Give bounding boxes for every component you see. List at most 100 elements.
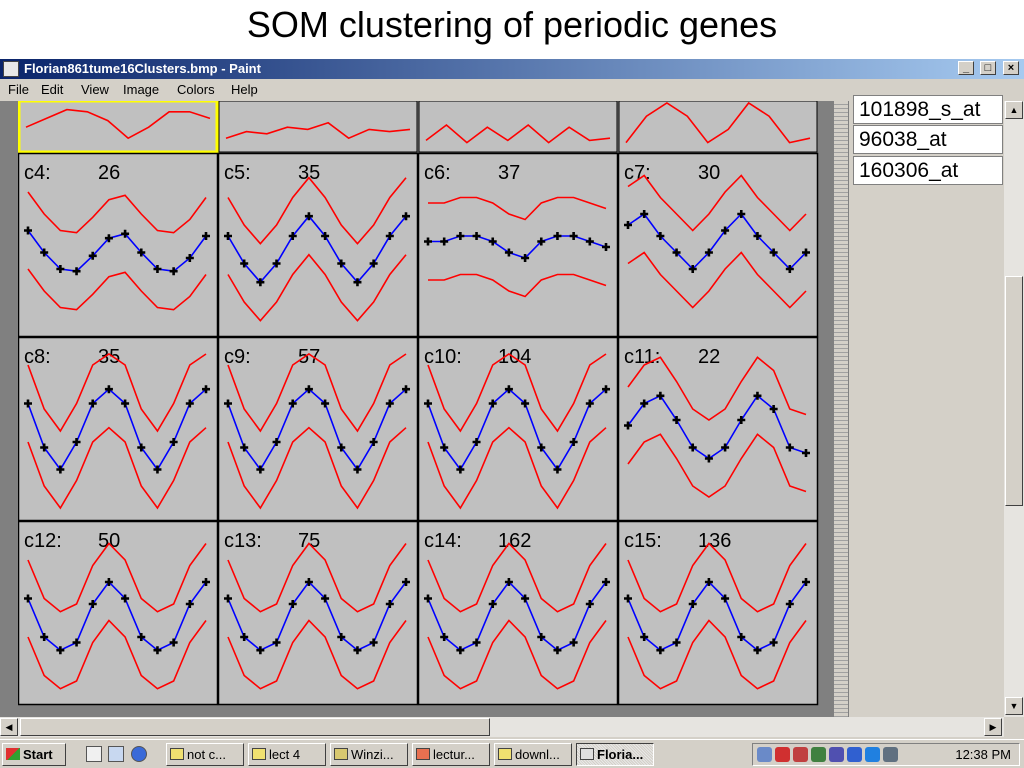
profile-marker [488, 237, 497, 246]
taskbar-task[interactable]: downl... [494, 743, 572, 766]
profile-marker [553, 465, 562, 474]
profile-marker [569, 638, 578, 647]
sync-icon[interactable] [847, 747, 862, 762]
maximize-button[interactable]: □ [980, 61, 996, 75]
menu-view[interactable]: View [81, 82, 109, 97]
start-button[interactable]: Start [2, 743, 66, 766]
profile-marker [224, 594, 232, 603]
connection-icon[interactable] [865, 747, 880, 762]
canvas-splitter[interactable] [834, 101, 848, 717]
menu-image[interactable]: Image [123, 82, 160, 97]
profile-marker [369, 438, 378, 446]
paint-app-icon[interactable] [3, 61, 19, 77]
show-desktop-icon[interactable] [86, 746, 102, 762]
scroll-left-arrow-icon[interactable]: ◀ [0, 718, 18, 736]
internet-explorer-icon[interactable] [131, 746, 147, 762]
cluster-cell-partial [218, 101, 418, 153]
task-label: Floria... [597, 747, 644, 762]
profile-marker [185, 399, 194, 408]
security-icon[interactable] [793, 747, 808, 762]
profile-marker [369, 259, 378, 268]
profile-line-upper [227, 542, 407, 613]
cell-frame [18, 152, 219, 338]
gene-list-panel: 101898_s_at 96038_at 160306_at [848, 95, 1004, 717]
paint-canvas-area[interactable]: c4: 26 c5: 35 c6: 37 c7: 30 c8: 35 c9: 57 c10: 104 c11… [0, 101, 834, 717]
profile-marker [121, 229, 130, 238]
scroll-right-arrow-icon[interactable]: ▶ [984, 718, 1002, 736]
profile-line-mean [427, 388, 607, 471]
profile-marker [569, 232, 578, 240]
profile-marker [704, 578, 713, 586]
close-button[interactable]: × [1003, 61, 1019, 75]
task-label: not c... [187, 747, 227, 762]
profile-marker [472, 232, 481, 240]
scroll-up-arrow-icon[interactable]: ▲ [1005, 101, 1023, 119]
horizontal-scroll-thumb[interactable] [20, 718, 490, 736]
taskbar-task[interactable]: lectur... [412, 743, 490, 766]
profile-line-lower [27, 426, 207, 510]
profile-line-upper [427, 353, 607, 433]
profile-marker [353, 278, 362, 287]
profile-marker [688, 443, 697, 452]
profile-marker [753, 646, 762, 655]
profile-marker [256, 465, 265, 474]
gene-list-item[interactable]: 101898_s_at [853, 95, 1003, 124]
profile-marker [785, 600, 794, 608]
profile-line-mean [227, 214, 407, 284]
profile-marker [440, 633, 449, 641]
profile-marker [569, 438, 578, 446]
cell-frame [417, 152, 619, 338]
profile-marker [737, 416, 746, 424]
taskbar: Start not c... lect 4 Winzi... lectur...… [0, 739, 1024, 768]
profile-marker [121, 399, 130, 408]
taskbar-task[interactable]: lect 4 [248, 743, 326, 766]
profile-marker [802, 449, 810, 457]
profile-line-upper [27, 353, 207, 433]
profile-marker [737, 633, 746, 641]
profile-marker [553, 646, 562, 655]
gene-list-item[interactable]: 96038_at [853, 125, 1003, 154]
horizontal-scrollbar[interactable]: ◀ ▶ [0, 717, 1004, 737]
profile-marker [185, 254, 194, 262]
antivirus-icon[interactable] [775, 747, 790, 762]
profile-line-upper [427, 542, 607, 613]
network-icon[interactable] [757, 747, 772, 762]
taskbar-task-active[interactable]: Floria... [576, 743, 654, 766]
menu-edit[interactable]: Edit [41, 82, 64, 97]
profile-marker [385, 600, 394, 608]
window-titlebar[interactable]: Florian861tume16Clusters.bmp - Paint _ □… [0, 59, 1024, 79]
profile-line-upper [227, 176, 407, 245]
tool-icon[interactable] [829, 747, 844, 762]
cluster-count: 57 [298, 346, 320, 368]
taskbar-task[interactable]: not c... [166, 743, 244, 766]
profile-marker [288, 232, 297, 240]
cluster-count: 35 [98, 346, 120, 368]
profile-marker [256, 646, 265, 655]
vertical-scroll-thumb[interactable] [1005, 276, 1023, 506]
cluster-count: 50 [98, 530, 120, 552]
profile-marker [121, 594, 130, 603]
menu-colors[interactable]: Colors [177, 82, 215, 97]
profile-line-bound [25, 108, 211, 140]
powerpoint-icon [416, 748, 430, 760]
profile-marker [385, 232, 394, 240]
profile-marker [288, 399, 297, 408]
cluster-cell: c15: 136 [617, 520, 819, 706]
profile-line-lower [227, 619, 407, 690]
taskbar-task[interactable]: Winzi... [330, 743, 408, 766]
display-icon[interactable] [883, 747, 898, 762]
gene-list-item[interactable]: 160306_at [853, 156, 1003, 185]
cluster-name: c10: [424, 346, 462, 368]
outlook-icon[interactable] [108, 746, 124, 762]
cluster-name: c14: [424, 530, 462, 552]
profile-marker [737, 210, 746, 218]
menu-help[interactable]: Help [231, 82, 258, 97]
menu-file[interactable]: File [8, 82, 29, 97]
cluster-count: 30 [698, 162, 720, 184]
vertical-scrollbar[interactable]: ▲ ▼ [1004, 101, 1024, 717]
cluster-cell: c13: 75 [217, 520, 419, 706]
profile-marker [202, 385, 210, 394]
monitor-icon[interactable] [811, 747, 826, 762]
scroll-down-arrow-icon[interactable]: ▼ [1005, 697, 1023, 715]
minimize-button[interactable]: _ [958, 61, 974, 75]
